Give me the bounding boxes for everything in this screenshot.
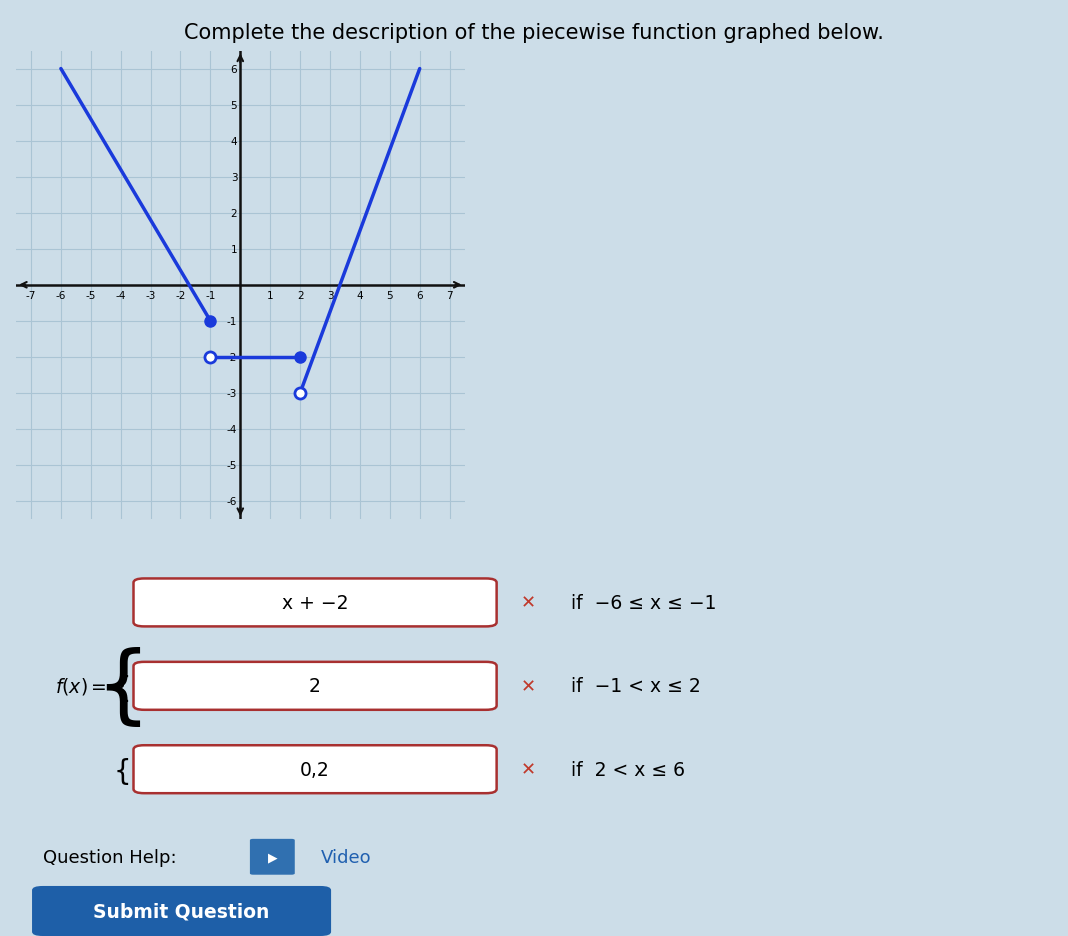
Text: -5: -5 xyxy=(85,291,96,300)
Text: 1: 1 xyxy=(267,291,273,300)
Text: 6: 6 xyxy=(417,291,423,300)
Text: -3: -3 xyxy=(145,291,156,300)
Text: {: { xyxy=(95,647,151,730)
Text: ✕: ✕ xyxy=(521,677,536,695)
Text: if  −1 < x ≤ 2: if −1 < x ≤ 2 xyxy=(571,677,701,695)
Text: -3: -3 xyxy=(226,388,237,399)
Text: 0,2: 0,2 xyxy=(300,760,330,779)
Text: Question Help:: Question Help: xyxy=(43,848,183,866)
FancyBboxPatch shape xyxy=(32,886,331,936)
Text: {: { xyxy=(114,674,131,702)
Text: if  2 < x ≤ 6: if 2 < x ≤ 6 xyxy=(571,760,686,779)
Text: if  −6 ≤ x ≤ −1: if −6 ≤ x ≤ −1 xyxy=(571,593,717,612)
Text: 4: 4 xyxy=(231,137,237,146)
Text: -4: -4 xyxy=(115,291,126,300)
Text: -1: -1 xyxy=(205,291,216,300)
Text: Video: Video xyxy=(320,848,371,866)
Text: 1: 1 xyxy=(231,244,237,255)
Text: $f(x)=$: $f(x)=$ xyxy=(56,676,107,696)
FancyBboxPatch shape xyxy=(134,578,497,627)
FancyBboxPatch shape xyxy=(134,662,497,710)
Text: -5: -5 xyxy=(226,461,237,471)
Text: ▶: ▶ xyxy=(267,851,278,863)
Text: ✕: ✕ xyxy=(521,593,536,612)
Text: x + −2: x + −2 xyxy=(282,593,348,612)
Text: 2: 2 xyxy=(297,291,303,300)
Text: 6: 6 xyxy=(231,65,237,75)
Text: ✕: ✕ xyxy=(521,760,536,779)
Text: Complete the description of the piecewise function graphed below.: Complete the description of the piecewis… xyxy=(184,23,884,43)
Text: -6: -6 xyxy=(226,496,237,506)
Text: 2: 2 xyxy=(231,209,237,218)
Text: 7: 7 xyxy=(446,291,453,300)
Text: 3: 3 xyxy=(231,172,237,183)
Text: -2: -2 xyxy=(226,353,237,362)
Text: -4: -4 xyxy=(226,425,237,434)
Text: -6: -6 xyxy=(56,291,66,300)
Text: -7: -7 xyxy=(26,291,36,300)
Text: 2: 2 xyxy=(309,677,321,695)
Text: -1: -1 xyxy=(226,316,237,327)
FancyBboxPatch shape xyxy=(250,839,295,875)
FancyBboxPatch shape xyxy=(134,745,497,794)
Text: Submit Question: Submit Question xyxy=(93,901,270,920)
Text: 5: 5 xyxy=(387,291,393,300)
Text: 5: 5 xyxy=(231,100,237,110)
Text: {: { xyxy=(114,757,131,785)
Text: -2: -2 xyxy=(175,291,186,300)
Text: 4: 4 xyxy=(357,291,363,300)
Text: 3: 3 xyxy=(327,291,333,300)
